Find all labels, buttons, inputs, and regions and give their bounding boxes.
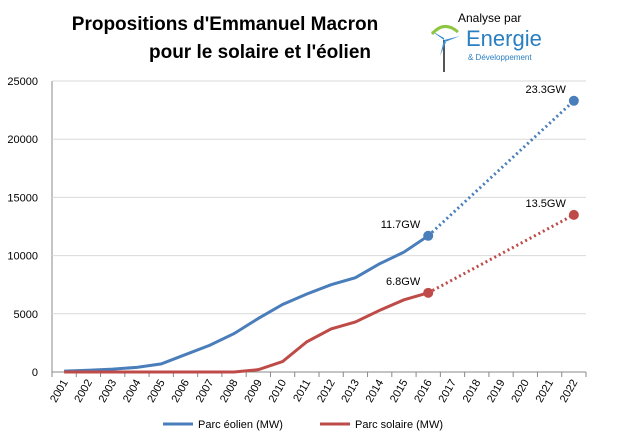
x-tick-label: 2019 [485,377,508,404]
x-tick-label: 2012 [315,378,338,405]
x-tick-label: 2004 [121,378,144,405]
x-tick-label: 2010 [267,378,290,405]
logo [430,25,460,72]
x-tick-label: 2009 [242,378,265,405]
projection-point [423,287,434,298]
x-tick-label: 2022 [558,378,581,405]
chart-title: pour le solaire et l'éolien [149,42,371,63]
x-tick-label: 2014 [364,378,387,405]
y-tick-label: 25000 [7,76,38,88]
logo-text: & Développement [468,53,532,62]
data-label: 23.3GW [526,84,567,96]
projection-point [568,95,579,106]
x-tick-label: 2018 [461,378,484,405]
series-line [64,234,430,373]
data-label: 11.7GW [381,219,421,231]
series-line [64,291,429,374]
x-tick-label: 2002 [72,378,95,405]
x-tick-label: 2020 [509,378,532,405]
x-tick-label: 2007 [194,378,217,405]
y-tick-label: 5000 [14,309,38,321]
logo-text: Energie [466,26,542,51]
y-tick-label: 0 [32,367,38,379]
projection-point [568,209,579,220]
projection-line [427,213,575,295]
x-tick-label: 2015 [388,378,411,405]
x-tick-label: 2005 [145,378,168,405]
x-tick-label: 2008 [218,378,241,405]
chart-title: Propositions d'Emmanuel Macron [72,14,378,35]
y-tick-label: 10000 [7,251,38,263]
x-tick-label: 2021 [534,378,557,405]
x-tick-label: 2011 [291,378,313,404]
x-tick-label: 2001 [48,378,71,405]
projection-line [427,99,575,237]
x-tick-label: 2016 [412,378,435,405]
x-tick-label: 2017 [436,378,459,405]
logo-text: Analyse par [458,11,521,25]
y-tick-label: 15000 [7,192,38,204]
x-tick-label: 2006 [169,378,192,405]
data-label: 6.8GW [386,276,421,288]
y-tick-label: 20000 [7,134,38,146]
data-label: 13.5GW [526,198,567,210]
projection-point [423,230,434,241]
legend-label: Parc éolien (MW) [198,419,283,431]
legend-label: Parc solaire (MW) [355,419,443,431]
x-tick-label: 2013 [339,378,362,405]
x-tick-label: 2003 [97,378,120,405]
